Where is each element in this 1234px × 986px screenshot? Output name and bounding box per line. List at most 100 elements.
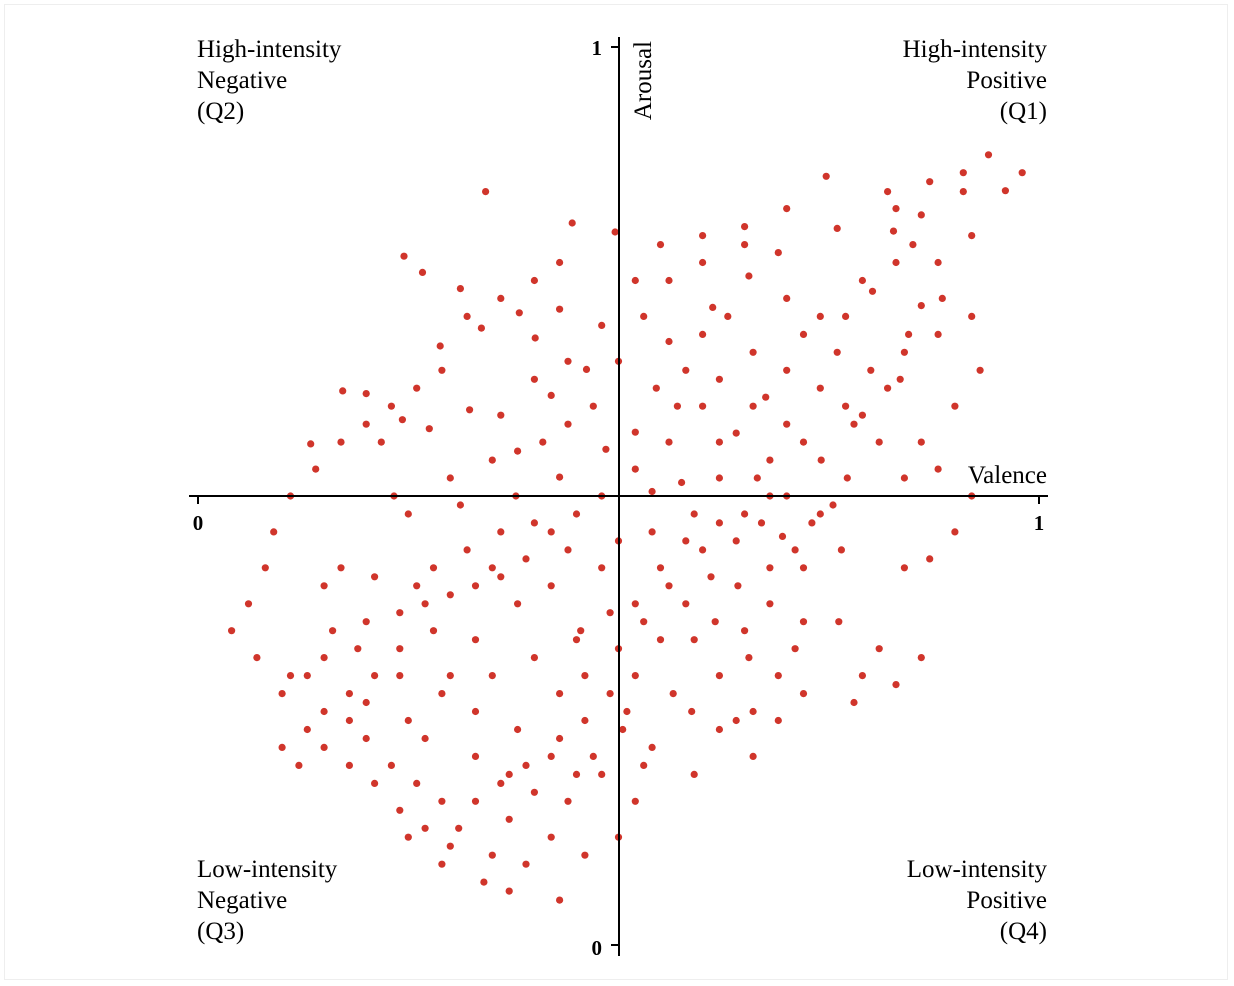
y-axis-label: Arousal (630, 41, 657, 120)
quadrant-label-q2-line3: (Q2) (197, 98, 244, 125)
scatter-point-206 (547, 752, 555, 761)
scatter-point-83 (429, 627, 438, 635)
scatter-point-63 (799, 618, 808, 626)
quadrant-label-q1-line3: (Q1) (1000, 98, 1047, 125)
scatter-point-120 (488, 851, 496, 859)
scatter-point-0 (482, 188, 490, 196)
scatter-point-41 (762, 393, 770, 401)
scatter-point-163 (589, 402, 597, 410)
scatter-point-33 (774, 249, 782, 257)
scatter-point-64 (835, 618, 843, 626)
scatter-point-138 (631, 672, 639, 680)
scatter-point-153 (783, 366, 791, 374)
quadrant-label-q3: Low-intensity Negative (Q3) (197, 856, 338, 945)
scatter-point-101 (690, 510, 698, 518)
scatter-point-224 (968, 232, 976, 240)
scatter-point-198 (345, 761, 353, 770)
quadrant-label-q4-line3: (Q4) (1000, 918, 1047, 945)
scatter-point-203 (471, 797, 480, 805)
scatter-point-173 (715, 375, 724, 383)
scatter-point-181 (631, 465, 639, 473)
scatter-point-122 (530, 788, 539, 796)
scatter-point-174 (749, 402, 757, 410)
scatter-point-113 (320, 582, 328, 590)
scatter-point-48 (896, 375, 904, 383)
scatter-point-38 (822, 172, 830, 180)
scatter-point-169 (564, 357, 572, 365)
scatter-point-258 (505, 887, 513, 895)
scatter-point-253 (320, 654, 328, 662)
scatter-point-193 (320, 707, 328, 716)
scatter-point-260 (581, 851, 589, 859)
scatter-point-227 (984, 151, 993, 159)
scatter-point-269 (850, 698, 858, 707)
scatter-point-249 (228, 627, 236, 635)
scatter-point-172 (673, 402, 682, 410)
scatter-point-80 (514, 600, 522, 608)
scatter-point-161 (640, 312, 648, 320)
scatter-point-283 (884, 384, 892, 392)
scatter-point-284 (850, 420, 858, 428)
scatter-point-155 (833, 348, 841, 356)
scatter-point-176 (799, 438, 808, 446)
scatter-point-23 (404, 510, 412, 518)
scatter-point-179 (715, 474, 724, 482)
scatter-point-201 (421, 824, 429, 832)
scatter-point-280 (968, 312, 976, 320)
scatter-point-232 (741, 223, 749, 231)
scatter-point-77 (669, 690, 677, 698)
scatter-point-154 (816, 384, 824, 392)
scatter-point-264 (690, 770, 698, 779)
scatter-point-262 (631, 797, 639, 805)
scatter-point-125 (572, 770, 581, 779)
scatter-point-212 (715, 672, 724, 680)
scatter-point-263 (648, 743, 656, 752)
scatter-point-20 (488, 456, 496, 464)
scatter-point-148 (699, 402, 707, 410)
scatter-point-255 (404, 833, 412, 841)
scatter-point-159 (699, 258, 707, 267)
scatter-point-141 (682, 600, 690, 608)
scatter-chart: 0 1 1 0 Valence Arousal High-intensity N… (189, 36, 1048, 960)
scatter-point-18 (582, 365, 591, 373)
scatter-point-273 (951, 528, 959, 536)
scatter-point-9 (436, 342, 444, 350)
scatter-point-111 (371, 573, 379, 581)
scatter-point-221 (892, 258, 900, 267)
quadrant-label-q2-line2: Negative (197, 67, 287, 94)
scatter-point-166 (514, 447, 522, 455)
scatter-point-16 (466, 406, 474, 414)
scatter-point-149 (682, 366, 690, 374)
scatter-point-92 (514, 725, 522, 734)
scatter-point-242 (362, 420, 370, 428)
scatter-point-97 (656, 564, 665, 572)
scatter-point-71 (732, 716, 740, 725)
scatter-point-234 (656, 241, 665, 249)
quadrant-label-q4-line2: Positive (966, 887, 1047, 914)
quadrant-label-q1: High-intensity Positive (Q1) (903, 36, 1048, 125)
scatter-point-34 (833, 224, 841, 232)
scatter-point-134 (488, 672, 496, 680)
scatter-point-100 (715, 519, 724, 527)
scatter-point-200 (396, 806, 404, 814)
scatter-point-110 (413, 582, 421, 590)
scatter-point-175 (783, 420, 791, 428)
scatter-point-191 (371, 672, 379, 680)
scatter-point-152 (749, 348, 757, 356)
scatter-point-230 (892, 205, 900, 213)
scatter-point-55 (829, 501, 837, 509)
scatter-point-4 (418, 268, 427, 276)
scatter-point-31 (709, 303, 717, 311)
scatter-point-94 (581, 672, 589, 680)
scatter-point-75 (619, 725, 627, 734)
scatter-point-278 (951, 402, 959, 410)
scatter-point-5 (456, 285, 464, 293)
scatter-point-243 (337, 438, 345, 446)
scatter-point-82 (471, 636, 480, 644)
scatter-point-21 (446, 474, 454, 482)
scatter-point-142 (707, 573, 715, 581)
scatter-point-6 (477, 324, 485, 332)
scatter-point-93 (556, 690, 564, 698)
scatter-point-150 (699, 330, 707, 338)
scatter-point-123 (547, 833, 555, 841)
